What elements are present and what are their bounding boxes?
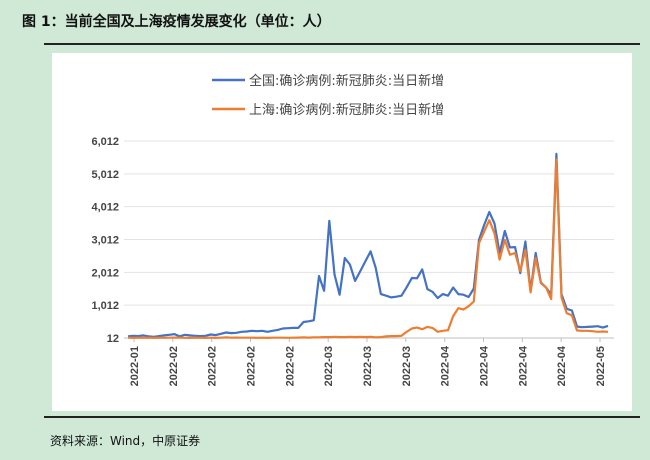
legend-label-shanghai: 上海:确诊病例:新冠肺炎:当日新增 xyxy=(249,102,444,118)
series-line-national xyxy=(127,152,609,338)
y-tick-label: 1,012 xyxy=(91,300,119,312)
x-tick-label: 2022-03 xyxy=(323,346,335,386)
x-tick-label: 2022-04 xyxy=(517,345,529,386)
x-tick-label: 2022-02 xyxy=(207,346,219,386)
y-tick-label: 2,012 xyxy=(91,267,119,279)
source-note: 资料来源：Wind，中原证券 xyxy=(50,434,201,448)
y-tick-label: 6,012 xyxy=(91,136,119,148)
line-chart: 全国:确诊病例:新冠肺炎:当日新增 上海:确诊病例:新冠肺炎:当日新增 12 1,… xyxy=(91,73,614,386)
grid xyxy=(124,140,614,339)
y-axis: 12 1,012 2,012 3,012 4,012 5,012 6,012 xyxy=(91,136,119,345)
bottom-rule xyxy=(44,416,640,418)
figure-title: 图 1：当前全国及上海疫情发展变化（单位：人） xyxy=(22,14,331,30)
y-tick-label: 5,012 xyxy=(91,169,119,181)
y-tick-label: 4,012 xyxy=(91,202,119,214)
x-tick-label: 2022-02 xyxy=(246,346,258,386)
chart-panel: 全国:确诊病例:新冠肺炎:当日新增 上海:确诊病例:新冠肺炎:当日新增 12 1,… xyxy=(52,53,632,411)
series-line-shanghai xyxy=(127,158,609,339)
series-lines xyxy=(127,152,609,339)
top-rule xyxy=(44,43,640,45)
x-axis: 2022-01 2022-02 2022-02 2022-02 2022-02 2022-… xyxy=(129,338,607,386)
x-tick-label: 2022-04 xyxy=(479,345,491,386)
x-tick-label: 2022-02 xyxy=(168,346,180,386)
x-tick-label: 2022-04 xyxy=(440,345,452,386)
x-tick-label: 2022-02 xyxy=(284,346,296,386)
y-tick-label: 3,012 xyxy=(91,235,119,247)
y-tick-label: 12 xyxy=(107,333,119,345)
x-tick-label: 2022-01 xyxy=(129,346,141,386)
x-tick-label: 2022-04 xyxy=(556,345,568,386)
x-tick-label: 2022-03 xyxy=(401,346,413,386)
x-tick-label: 2022-05 xyxy=(595,346,607,386)
legend: 全国:确诊病例:新冠肺炎:当日新增 上海:确诊病例:新冠肺炎:当日新增 xyxy=(212,73,444,118)
legend-label-national: 全国:确诊病例:新冠肺炎:当日新增 xyxy=(249,73,444,89)
x-tick-label: 2022-03 xyxy=(362,346,374,386)
